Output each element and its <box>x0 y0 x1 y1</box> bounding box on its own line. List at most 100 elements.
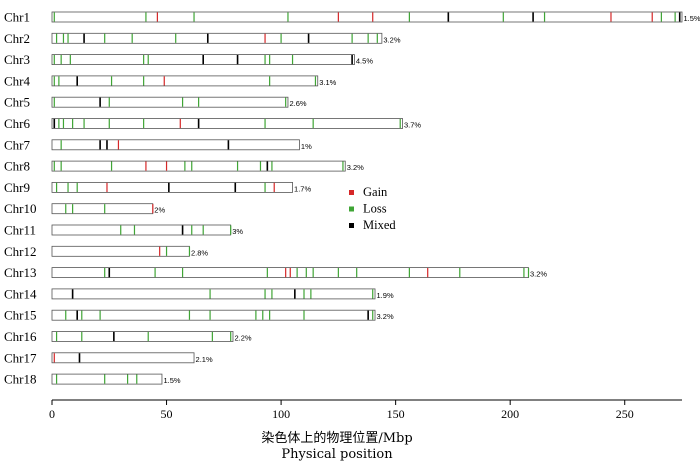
variation-mark-loss <box>523 268 525 278</box>
x-axis-title-en: Physical position <box>281 447 393 462</box>
variation-mark-loss <box>120 225 122 235</box>
variation-mark-loss <box>81 331 83 342</box>
variation-mark-loss <box>65 310 67 320</box>
variation-mark-loss <box>271 161 273 171</box>
variation-mark-gain <box>264 33 266 43</box>
variation-mark-loss <box>337 268 339 278</box>
variation-mark-loss <box>55 182 58 192</box>
variation-mark-loss <box>69 55 71 65</box>
chromosome-bar <box>51 75 319 87</box>
variation-percentage: 4.5% <box>356 57 373 66</box>
legend-label-loss: Loss <box>363 202 387 216</box>
variation-mark-loss <box>211 331 213 342</box>
chromosome-row-chr7: Chr7 1% <box>4 137 312 152</box>
variation-percentage: 2% <box>154 206 165 215</box>
variation-mark-loss <box>191 225 193 235</box>
variation-mark-loss <box>271 289 273 299</box>
variation-mark-loss <box>55 33 58 43</box>
variation-mark-loss <box>202 225 204 235</box>
variation-mark-loss <box>209 289 211 299</box>
variation-percentage: 3.2% <box>347 163 364 172</box>
chromosome-row-chr4: Chr4 3.1% <box>4 73 337 88</box>
variation-mark-loss <box>264 55 266 65</box>
chromosome-bar <box>51 11 683 23</box>
chromosome-row-chr11: Chr11 3% <box>4 223 243 238</box>
variation-mark-gain <box>117 140 120 150</box>
variation-mark-loss <box>660 12 662 22</box>
chromosome-row-chr5: Chr5 2.6% <box>4 95 307 110</box>
variation-mark-loss <box>110 161 113 171</box>
variation-mark-loss <box>181 97 184 107</box>
variation-mark-loss <box>58 118 60 129</box>
chromosome-label: Chr17 <box>4 350 37 365</box>
chromosome-label: Chr7 <box>4 137 31 152</box>
chromosome-bar <box>51 203 154 215</box>
variation-mark-loss <box>303 310 305 320</box>
chromosome-row-chr16: Chr16 2.2% <box>4 329 252 344</box>
variation-mark-loss <box>408 268 410 278</box>
variation-mark-loss <box>133 225 136 235</box>
legend-label-gain: Gain <box>363 185 388 199</box>
variation-mark-loss <box>399 118 401 129</box>
variation-mark-loss <box>264 118 266 129</box>
variation-mark-loss <box>312 118 314 129</box>
chromosome-row-chr3: Chr3 4.5% <box>4 52 373 67</box>
variation-mark-mixed <box>532 12 534 22</box>
variation-mark-loss <box>264 289 266 299</box>
variation-mark-gain <box>145 161 147 171</box>
chromosome-bar <box>51 32 383 44</box>
variation-mark-loss <box>181 268 184 278</box>
variation-mark-loss <box>264 182 266 192</box>
variation-mark-loss <box>291 55 294 65</box>
variation-mark-mixed <box>168 182 170 192</box>
variation-mark-gain <box>53 353 55 363</box>
variation-mark-loss <box>285 97 287 107</box>
variation-mark-loss <box>305 268 307 278</box>
variation-mark-mixed <box>351 55 353 65</box>
chromosome-rows: Chr1 1.5% Chr2 3.2% Chr3 4.5% Chr4 3.1% Chr5 2.6%… <box>4 10 700 387</box>
legend-swatch-loss <box>349 206 354 212</box>
variation-mark-loss <box>310 289 312 299</box>
chromosome-label: Chr1 <box>4 10 30 25</box>
variation-mark-loss <box>143 76 145 86</box>
variation-mark-loss <box>342 161 344 171</box>
variation-percentage: 3% <box>232 227 243 236</box>
variation-mark-loss <box>184 161 186 171</box>
variation-mark-mixed <box>678 12 681 22</box>
variation-mark-loss <box>53 76 55 86</box>
variation-mark-loss <box>198 97 200 107</box>
variation-mark-mixed <box>83 33 85 43</box>
chromosome-bar <box>51 181 293 193</box>
variation-mark-loss <box>287 12 289 22</box>
legend-swatch-gain <box>349 190 354 195</box>
variation-mark-mixed <box>99 140 101 150</box>
chromosome-label: Chr10 <box>4 201 37 216</box>
variation-mark-loss <box>266 268 268 278</box>
variation-mark-loss <box>81 310 83 320</box>
variation-mark-loss <box>55 374 58 384</box>
chromosome-label: Chr5 <box>4 95 30 110</box>
variation-mark-mixed <box>108 268 111 278</box>
variation-mark-loss <box>262 310 264 320</box>
chromosome-bar <box>51 373 163 385</box>
chromosome-label: Chr15 <box>4 308 37 323</box>
chromosome-bar <box>51 309 376 321</box>
variation-mark-loss <box>145 12 147 22</box>
variation-mark-mixed <box>206 33 209 43</box>
variation-mark-gain <box>651 12 653 22</box>
variation-mark-mixed <box>53 118 56 129</box>
variation-percentage: 2.8% <box>191 248 208 257</box>
variation-mark-mixed <box>294 289 296 299</box>
variation-mark-mixed <box>181 225 184 235</box>
variation-mark-loss <box>60 140 62 150</box>
variation-percentage: 3.2% <box>383 35 400 44</box>
variation-mark-loss <box>312 268 314 278</box>
variation-percentage: 3.7% <box>404 121 421 130</box>
variation-mark-mixed <box>266 161 269 171</box>
variation-percentage: 2.2% <box>234 334 251 343</box>
x-tick-label: 50 <box>161 407 173 421</box>
chromosome-row-chr10: Chr10 2% <box>4 201 165 216</box>
variation-mark-loss <box>269 55 271 65</box>
variation-mark-gain <box>179 118 181 129</box>
